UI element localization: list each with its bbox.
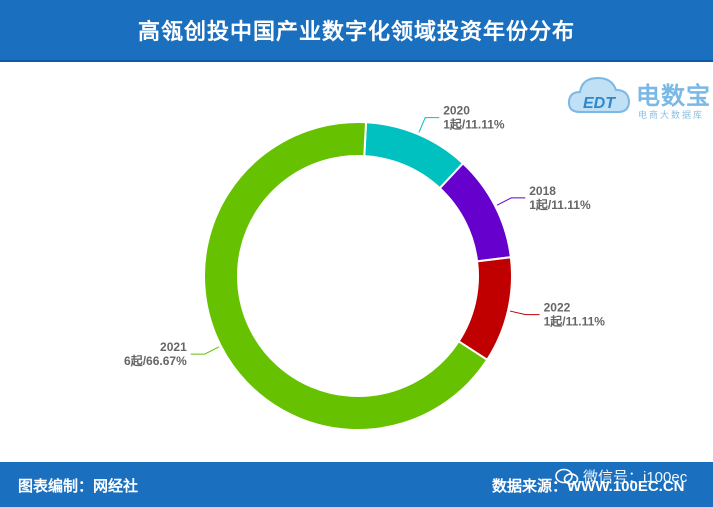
slice-value-2020: 1起/11.11% <box>443 117 505 132</box>
chart-editor: 图表编制：网经社 <box>18 478 139 495</box>
slice-2018 <box>438 161 512 263</box>
slice-2021 <box>203 121 489 431</box>
wechat-icon <box>555 468 579 485</box>
slice-2022 <box>457 256 513 362</box>
title-divider <box>0 60 713 62</box>
chart-title: 高瓴创投中国产业数字化领域投资年份分布 <box>137 19 575 44</box>
logo-brand: 电数宝 <box>636 83 711 110</box>
slice-value-2018: 1起/11.11% <box>529 197 591 212</box>
title-bar: 高瓴创投中国产业数字化领域投资年份分布 <box>0 0 713 60</box>
cloud-logo-icon: EDT <box>567 76 631 113</box>
slice-label-2018: 2018 <box>529 184 556 198</box>
edt-logo: EDT 电数宝 电商大数据库 <box>566 66 712 126</box>
leader-line-2020 <box>418 117 440 133</box>
wechat-watermark: 微信号：i100ec <box>555 466 687 487</box>
donut-chart: 2020 1起/11.11% 2018 1起/11.11% 2022 1起/11.11% 2… <box>0 62 713 460</box>
donut-chart-svg: 20201起/11.11%20181起/11.11%20221起/11.11%2… <box>124 104 606 431</box>
leader-line-2018 <box>496 197 526 206</box>
data-source: 数据来源：WWW.100EC.CN <box>492 478 685 495</box>
slice-label-2020: 2020 <box>443 104 470 118</box>
logo-subtitle: 电商大数据库 <box>638 110 705 120</box>
leader-line-2022 <box>509 310 540 316</box>
slice-value-2021: 6起/66.67% <box>124 353 187 368</box>
slice-label-2022: 2022 <box>544 301 571 315</box>
logo-mark: EDT <box>583 95 616 112</box>
slice-label-2021: 2021 <box>160 340 187 354</box>
leader-line-2021 <box>190 346 220 355</box>
footer-bar: 图表编制：网经社 数据来源：WWW.100EC.CN 微信号：i100ec <box>0 462 713 507</box>
wechat-id: 微信号：i100ec <box>583 469 688 486</box>
slice-value-2022: 1起/11.11% <box>544 314 606 329</box>
